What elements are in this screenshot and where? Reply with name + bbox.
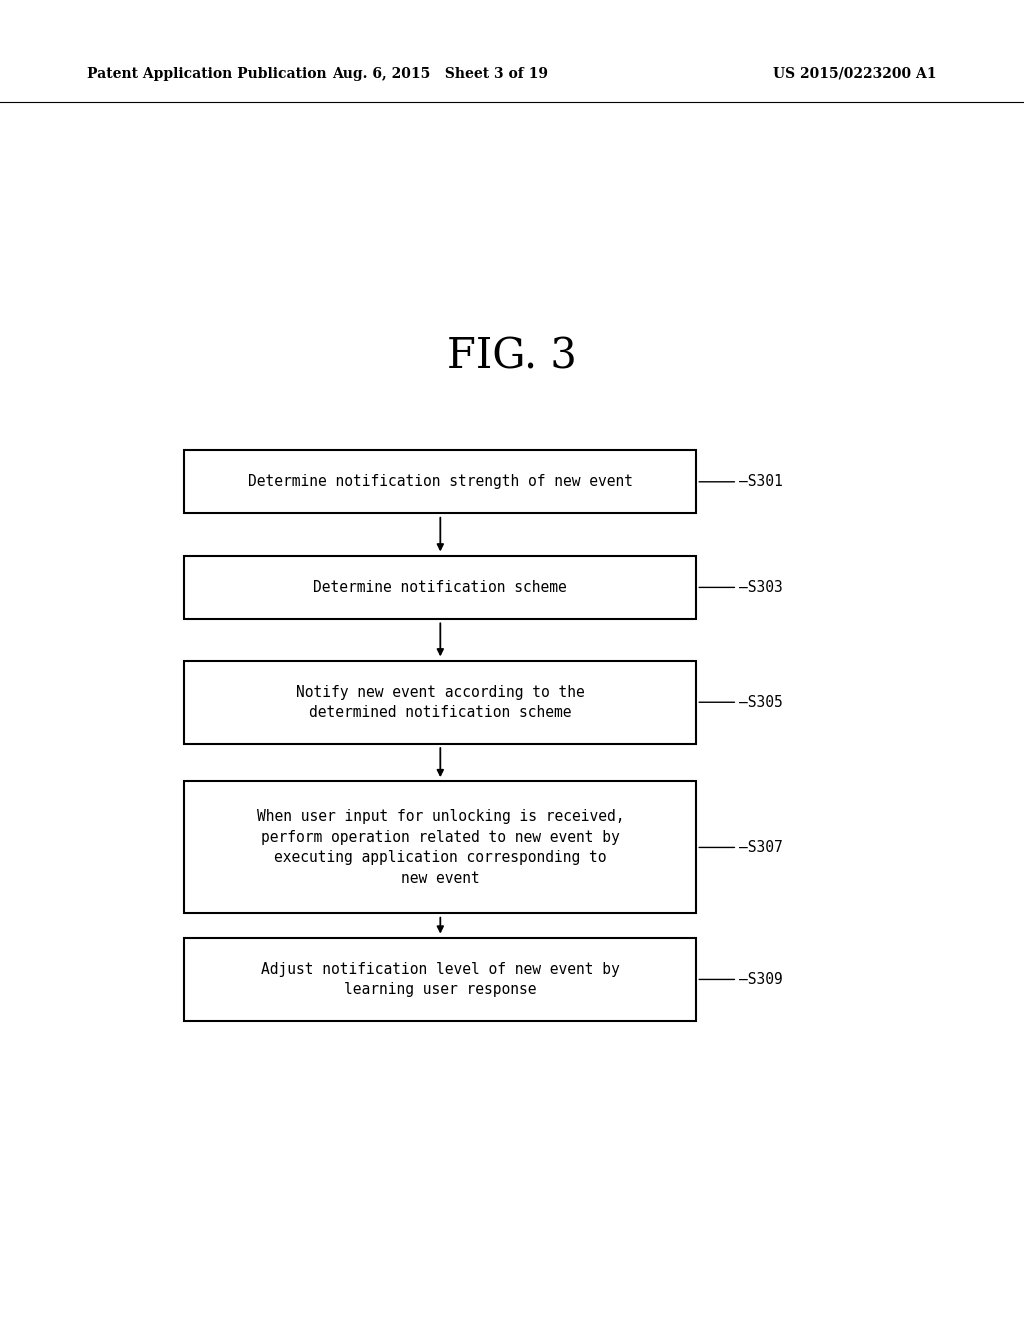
Bar xyxy=(184,781,696,913)
Text: Notify new event according to the
determined notification scheme: Notify new event according to the determ… xyxy=(296,685,585,719)
Bar xyxy=(184,556,696,619)
Text: Determine notification strength of new event: Determine notification strength of new e… xyxy=(248,474,633,490)
Text: Aug. 6, 2015   Sheet 3 of 19: Aug. 6, 2015 Sheet 3 of 19 xyxy=(333,67,548,81)
Bar xyxy=(184,937,696,1022)
Text: —S309: —S309 xyxy=(739,972,783,987)
Text: US 2015/0223200 A1: US 2015/0223200 A1 xyxy=(773,67,937,81)
Text: —S301: —S301 xyxy=(739,474,783,490)
Text: When user input for unlocking is received,
perform operation related to new even: When user input for unlocking is receive… xyxy=(257,809,624,886)
Text: Patent Application Publication: Patent Application Publication xyxy=(87,67,327,81)
Text: FIG. 3: FIG. 3 xyxy=(447,335,577,378)
Bar xyxy=(184,661,696,744)
Bar xyxy=(184,450,696,513)
Text: —S303: —S303 xyxy=(739,579,783,595)
Text: Adjust notification level of new event by
learning user response: Adjust notification level of new event b… xyxy=(261,962,620,997)
Text: —S307: —S307 xyxy=(739,840,783,855)
Text: Determine notification scheme: Determine notification scheme xyxy=(313,579,567,595)
Text: —S305: —S305 xyxy=(739,694,783,710)
